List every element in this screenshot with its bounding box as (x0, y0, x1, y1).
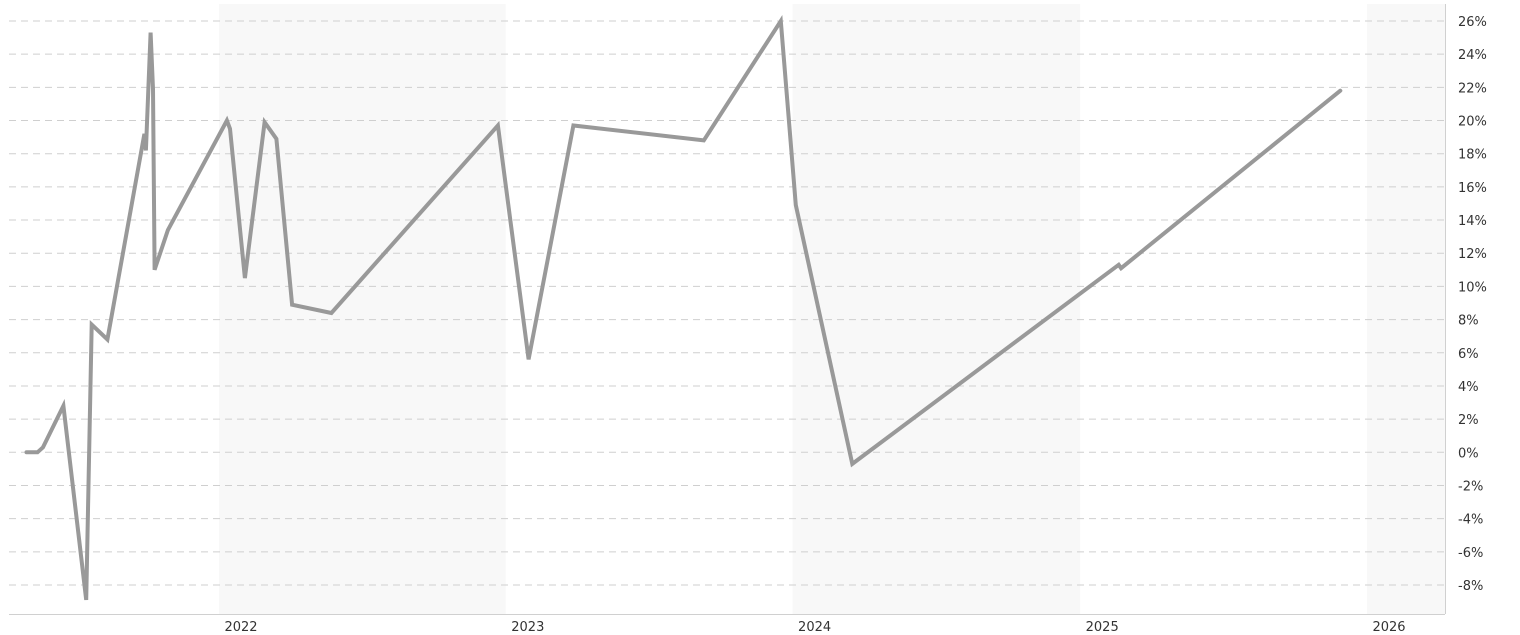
y-tick-label: 8% (1458, 314, 1479, 329)
y-tick-label: 22% (1458, 81, 1487, 96)
axes (9, 4, 1446, 615)
y-tick-label: -8% (1458, 579, 1483, 594)
x-axis-labels: 2022 2023 2024 2025 2026 (224, 620, 1405, 635)
y-tick-label: 12% (1458, 247, 1487, 262)
year-band (792, 4, 1081, 614)
y-tick-label: 20% (1458, 115, 1487, 130)
year-band (219, 4, 506, 614)
x-tick-label: 2023 (511, 620, 544, 635)
y-tick-label: 14% (1458, 214, 1487, 229)
y-tick-label: 2% (1458, 413, 1479, 428)
x-tick-label: 2024 (798, 620, 831, 635)
y-tick-label: 24% (1458, 48, 1487, 63)
y-tick-label: 4% (1458, 380, 1479, 395)
x-tick-label: 2025 (1086, 620, 1119, 635)
y-tick-label: 16% (1458, 181, 1487, 196)
y-tick-label: 18% (1458, 148, 1487, 163)
year-bands (9, 4, 1445, 614)
series-layer (24, 14, 1343, 601)
x-tick-label: 2026 (1372, 620, 1405, 635)
y-tick-label: 10% (1458, 280, 1487, 295)
y-axis-labels: 26% 24% 22% 20% 18% 16% 14% 12% 10% 8% 6% 4% 2% 0% -2%… (1458, 15, 1487, 594)
y-tick-label: -2% (1458, 479, 1483, 494)
series-line (24, 14, 1343, 601)
y-tick-label: -6% (1458, 546, 1483, 561)
y-tick-label: -4% (1458, 513, 1483, 528)
y-tick-label: 6% (1458, 347, 1479, 362)
y-tick-label: 26% (1458, 15, 1487, 30)
x-tick-label: 2022 (224, 620, 257, 635)
y-tick-label: 0% (1458, 446, 1479, 461)
year-band (1367, 4, 1445, 614)
